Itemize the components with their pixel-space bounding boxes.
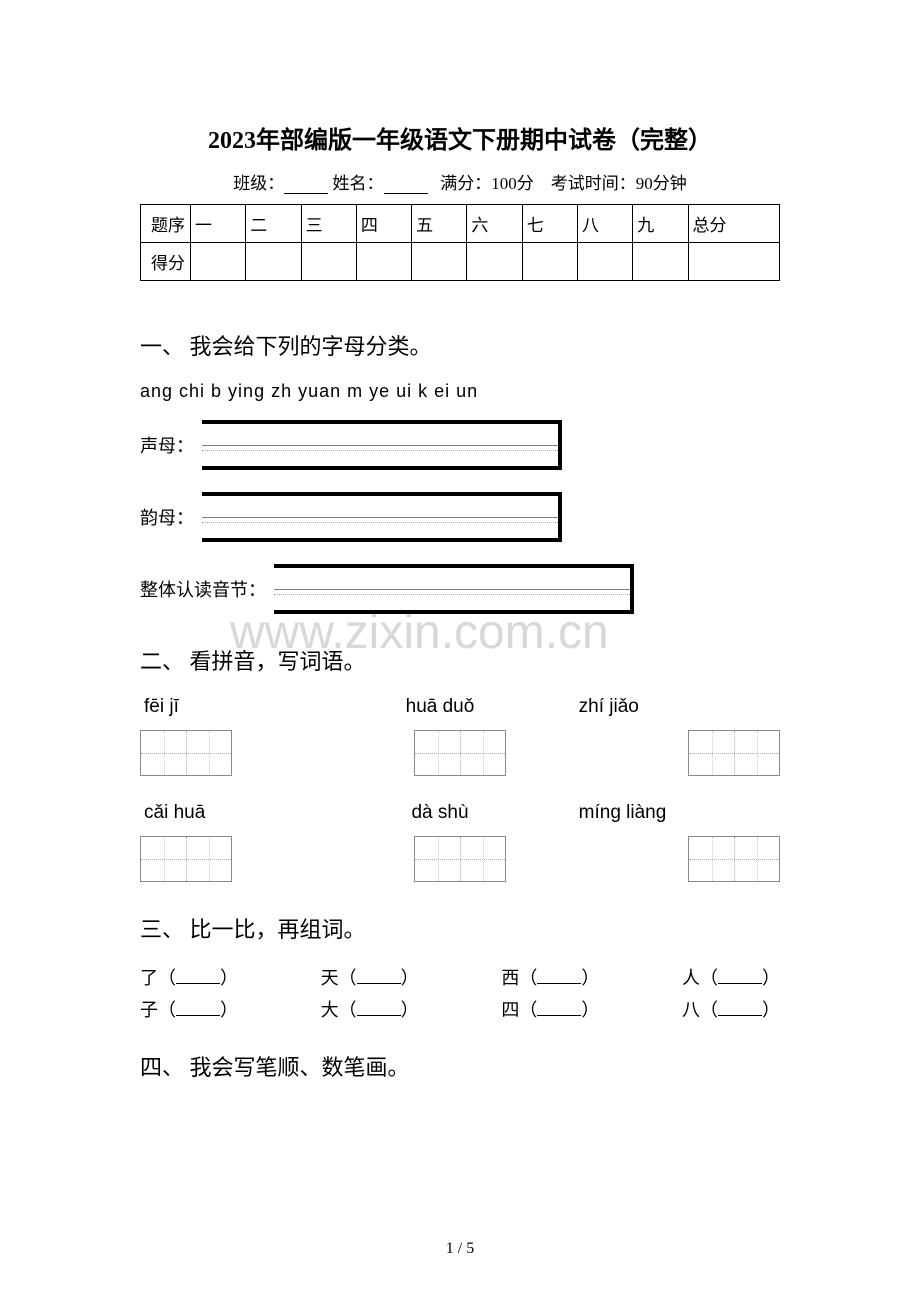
shengmu-box[interactable] — [202, 420, 562, 470]
score-cell[interactable] — [356, 243, 411, 281]
score-cell[interactable] — [577, 243, 632, 281]
header-cell: 题序 — [141, 205, 191, 243]
table-row: 题序 一 二 三 四 五 六 七 八 九 总分 — [141, 205, 780, 243]
pinyin-word: fēi jī — [144, 696, 341, 718]
page-title: 2023年部编版一年级语文下册期中试卷（完整） — [140, 120, 780, 155]
classify-row: 整体认读音节： — [140, 564, 780, 614]
compare-item: 天（） — [321, 964, 419, 990]
score-cell[interactable] — [246, 243, 301, 281]
score-cell[interactable] — [191, 243, 246, 281]
pinyin-row: cǎi huā dà shù míng liàng — [140, 802, 780, 824]
score-cell[interactable] — [301, 243, 356, 281]
compare-row: 子（） 大（） 四（） 八（） — [140, 996, 780, 1022]
yunmu-box[interactable] — [202, 492, 562, 542]
blank[interactable] — [176, 983, 220, 984]
yunmu-label: 韵母： — [140, 504, 194, 530]
tianzi-grid[interactable] — [414, 730, 506, 776]
header-cell: 得分 — [141, 243, 191, 281]
classify-row: 声母： — [140, 420, 780, 470]
shengmu-label: 声母： — [140, 432, 194, 458]
compare-item: 西（） — [501, 964, 599, 990]
tianzi-grid[interactable] — [140, 730, 232, 776]
compare-row: 了（） 天（） 西（） 人（） — [140, 964, 780, 990]
compare-item: 了（） — [140, 964, 238, 990]
grid-row — [140, 836, 780, 882]
page-content: 2023年部编版一年级语文下册期中试卷（完整） 班级： 姓名： 满分：100分 … — [140, 120, 780, 1082]
name-label: 姓名： — [333, 174, 384, 193]
class-label: 班级： — [233, 174, 284, 193]
col-cell: 七 — [522, 205, 577, 243]
section4: 四、 我会写笔顺、数笔画。 — [140, 1050, 780, 1082]
col-cell: 九 — [633, 205, 688, 243]
pinyin-word: dà shù — [341, 802, 538, 824]
tianzi-grid[interactable] — [414, 836, 506, 882]
section3-title: 三、 比一比，再组词。 — [140, 912, 780, 944]
col-cell: 四 — [356, 205, 411, 243]
blank[interactable] — [537, 1015, 581, 1016]
letter-list: ang chi b ying zh yuan m ye ui k ei un — [140, 381, 780, 402]
score-cell[interactable] — [688, 243, 779, 281]
section2: 二、 看拼音，写词语。 fēi jī huā duǒ zhí jiǎo cǎi … — [140, 644, 780, 882]
score-cell[interactable] — [633, 243, 688, 281]
pinyin-row: fēi jī huā duǒ zhí jiǎo — [140, 696, 780, 718]
grid-row — [140, 730, 780, 776]
class-blank[interactable] — [284, 177, 328, 194]
compare-item: 大（） — [321, 996, 419, 1022]
col-cell: 一 — [191, 205, 246, 243]
blank[interactable] — [357, 1015, 401, 1016]
fullscore-label: 满分： — [440, 174, 491, 193]
compare-item: 八（） — [682, 996, 780, 1022]
fullscore-value: 100分 — [491, 174, 534, 193]
tianzi-grid[interactable] — [140, 836, 232, 882]
time-value: 90分钟 — [636, 174, 687, 193]
section4-title: 四、 我会写笔顺、数笔画。 — [140, 1050, 780, 1082]
tianzi-grid[interactable] — [688, 836, 780, 882]
score-cell[interactable] — [412, 243, 467, 281]
col-cell: 三 — [301, 205, 356, 243]
score-cell[interactable] — [522, 243, 577, 281]
col-cell: 五 — [412, 205, 467, 243]
table-row: 得分 — [141, 243, 780, 281]
blank[interactable] — [176, 1015, 220, 1016]
blank[interactable] — [357, 983, 401, 984]
col-cell: 六 — [467, 205, 522, 243]
section3: 三、 比一比，再组词。 了（） 天（） 西（） 人（） 子（） 大（） 四（） … — [140, 912, 780, 1022]
zhengti-label: 整体认读音节： — [140, 576, 266, 602]
col-cell: 总分 — [688, 205, 779, 243]
compare-item: 四（） — [501, 996, 599, 1022]
pinyin-word: zhí jiǎo — [539, 696, 776, 718]
pinyin-word: míng liàng — [539, 802, 776, 824]
score-cell[interactable] — [467, 243, 522, 281]
pinyin-word: cǎi huā — [144, 802, 341, 824]
score-table: 题序 一 二 三 四 五 六 七 八 九 总分 得分 — [140, 204, 780, 281]
name-blank[interactable] — [384, 177, 428, 194]
section1-title: 一、 我会给下列的字母分类。 — [140, 329, 780, 361]
page-footer: 1 / 5 — [0, 1240, 920, 1258]
classify-row: 韵母： — [140, 492, 780, 542]
time-label: 考试时间： — [551, 174, 636, 193]
blank[interactable] — [537, 983, 581, 984]
blank[interactable] — [718, 1015, 762, 1016]
col-cell: 二 — [246, 205, 301, 243]
zhengti-box[interactable] — [274, 564, 634, 614]
blank[interactable] — [718, 983, 762, 984]
pinyin-word: huā duǒ — [341, 696, 538, 718]
compare-item: 子（） — [140, 996, 238, 1022]
exam-info: 班级： 姓名： 满分：100分 考试时间：90分钟 — [140, 169, 780, 194]
col-cell: 八 — [577, 205, 632, 243]
section2-title: 二、 看拼音，写词语。 — [140, 644, 780, 676]
tianzi-grid[interactable] — [688, 730, 780, 776]
compare-item: 人（） — [682, 964, 780, 990]
